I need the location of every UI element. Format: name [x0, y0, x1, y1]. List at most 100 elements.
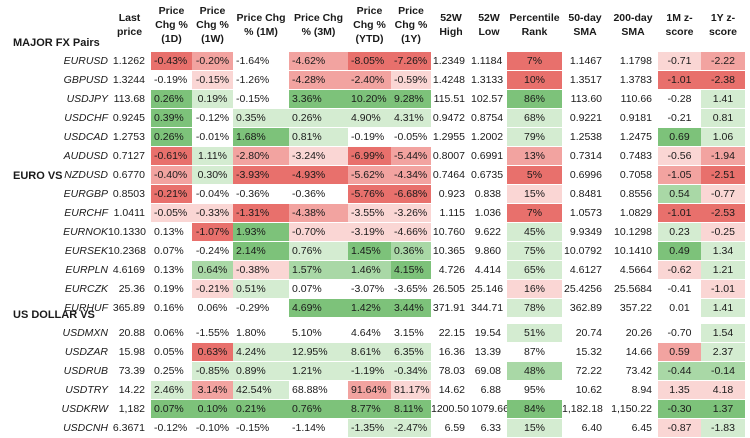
table-cell: 25.4256 [564, 283, 602, 295]
table-cell: 0.8754 [471, 112, 504, 124]
table-cell: 25.36 [118, 283, 145, 295]
table-cell: -0.05% [394, 131, 428, 143]
table-cell: 42.54% [233, 381, 289, 399]
table-cell: 25.5684 [614, 283, 652, 295]
currency-pair-label: GBPUSD [63, 74, 108, 86]
table-cell: 0.69 [658, 128, 701, 146]
table-cell: 19.54 [474, 327, 501, 339]
table-cell: 0.10% [192, 400, 233, 418]
table-cell: 0.07% [292, 283, 322, 295]
table-cell: -1.01 [701, 280, 745, 298]
table-cell: 8.11% [391, 400, 431, 418]
table-cell: 110.66 [620, 93, 652, 105]
table-cell: -0.77 [701, 185, 745, 203]
table-cell: -5.62% [348, 166, 391, 184]
table-cell: 16.36 [438, 346, 465, 358]
column-header: Percentile Rank [509, 12, 560, 38]
table-cell: -8.05% [348, 52, 391, 70]
table-cell: -6.68% [391, 185, 431, 203]
table-cell: 3.36% [289, 90, 348, 108]
table-cell: 87% [523, 346, 545, 358]
table-cell: 1.3517 [569, 74, 602, 86]
table-cell: 48% [507, 362, 562, 380]
table-cell: 4.18 [701, 381, 745, 399]
table-cell: 26.505 [432, 283, 465, 295]
table-cell: 4.64% [351, 327, 381, 339]
table-cell: 4.90% [348, 109, 391, 127]
table-cell: 2.37 [701, 343, 745, 361]
table-cell: 12.95% [289, 343, 348, 361]
table-cell: 5% [507, 166, 562, 184]
table-cell: 4.69% [289, 299, 348, 317]
table-cell: 1.2002 [471, 131, 504, 143]
table-cell: -0.87 [658, 419, 701, 437]
currency-pair-label: USDCHF [64, 112, 108, 124]
table-cell: -3.07% [351, 283, 385, 295]
table-cell: 81.17% [391, 381, 431, 399]
currency-pair-label: EURNOK [63, 226, 108, 238]
table-cell: 6.59 [444, 422, 465, 434]
table-row: EURGBP 0.8503 -0.21% -0.04% -0.36% -0.36% -5.7… [0, 185, 750, 204]
table-cell: -1.35% [348, 419, 391, 437]
table-cell: -1.01 [658, 71, 701, 89]
table-cell: -0.24% [195, 245, 230, 257]
table-cell: -1.14% [292, 422, 326, 434]
table-row: USDKRW 1,182 0.07% 0.10% 0.21% 0.76% 8.77% 8.11… [0, 400, 750, 419]
column-header: 52W Low [478, 12, 500, 38]
table-cell: 1.2955 [432, 131, 465, 143]
table-cell: 0.63% [192, 343, 233, 361]
currency-pair-label: USDTRY [65, 384, 108, 396]
table-cell: -0.28 [667, 93, 692, 105]
table-cell: 1.1184 [471, 55, 503, 67]
table-cell: 20.74 [575, 327, 602, 339]
table-cell: 371.91 [432, 302, 465, 314]
table-cell: 0.64% [192, 261, 233, 279]
table-cell: 0.19% [192, 90, 233, 108]
currency-pair-label: AUDUSD [63, 150, 108, 162]
table-cell: -0.41 [667, 283, 692, 295]
table-cell: 0.26% [289, 109, 348, 127]
table-cell: 365.89 [112, 302, 145, 314]
table-cell: 22.15 [438, 327, 465, 339]
currency-pair-label: EURCZK [64, 283, 108, 295]
table-cell: 79% [507, 128, 562, 146]
table-cell: -7.26% [391, 52, 431, 70]
table-cell: 72.22 [575, 365, 602, 377]
table-cell: 1.41 [701, 299, 745, 317]
table-cell: 6.45 [631, 422, 652, 434]
table-cell: 1.54 [701, 324, 745, 342]
table-cell: 2.14% [233, 242, 289, 260]
table-cell: 73.39 [118, 365, 145, 377]
table-cell: 1.2475 [619, 131, 652, 143]
table-cell: 78.03 [438, 365, 465, 377]
table-cell: -0.29% [236, 302, 270, 314]
table-cell: 1.3783 [619, 74, 652, 86]
table-cell: -2.40% [348, 71, 391, 89]
table-cell: -0.12% [154, 422, 188, 434]
table-cell: 14.22 [118, 384, 145, 396]
table-cell: 4.6169 [112, 264, 145, 276]
table-cell: -1.07% [192, 223, 233, 241]
table-cell: 1.68% [233, 128, 289, 146]
table-cell: 1079.66 [471, 403, 509, 415]
table-cell: 2.46% [151, 381, 192, 399]
table-cell: 9.28% [391, 90, 431, 108]
table-cell: 10.1410 [614, 245, 652, 257]
table-cell: 0.13% [154, 264, 184, 276]
table-cell: 4.6127 [569, 264, 602, 276]
table-cell: 86% [507, 90, 562, 108]
table-cell: 0.923 [438, 188, 465, 200]
table-cell: -0.15% [236, 422, 270, 434]
currency-pair-label: USDMXN [62, 327, 108, 339]
table-cell: -0.43% [151, 52, 192, 70]
table-cell: 10.365 [432, 245, 465, 257]
table-cell: 0.9245 [112, 112, 145, 124]
table-cell: -6.99% [348, 147, 391, 165]
table-cell: -0.21% [151, 185, 192, 203]
table-cell: -3.24% [289, 147, 348, 165]
table-cell: -0.62 [658, 261, 701, 279]
table-cell: 1.4248 [432, 74, 465, 86]
table-cell: 1,182.18 [562, 403, 603, 415]
table-cell: 14.66 [625, 346, 652, 358]
